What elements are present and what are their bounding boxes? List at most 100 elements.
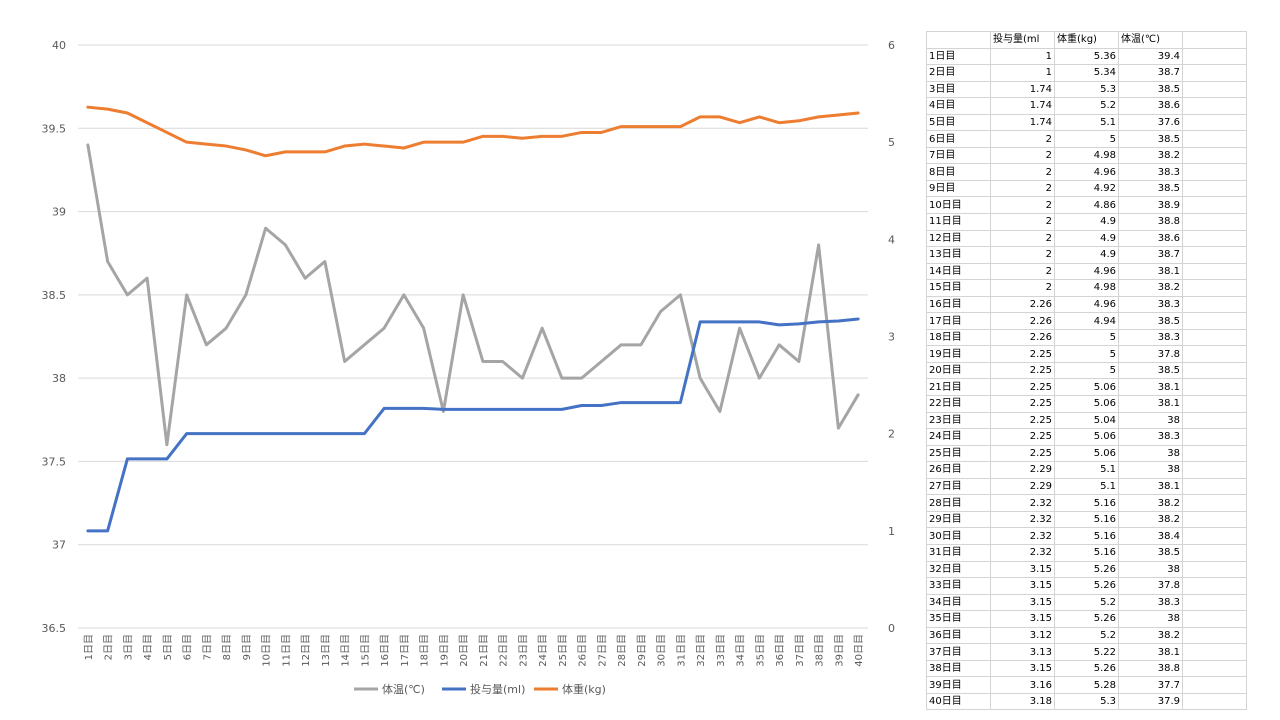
table-cell[interactable] <box>1182 361 1247 380</box>
table-cell[interactable]: 4.96 <box>1054 262 1119 281</box>
table-cell[interactable]: 38 <box>1118 444 1183 463</box>
table-cell[interactable]: 2.32 <box>990 494 1055 512</box>
table-cell[interactable]: 38.1 <box>1118 643 1183 661</box>
table-cell[interactable]: 37.6 <box>1118 113 1183 132</box>
table-cell[interactable]: 2 <box>990 196 1055 215</box>
table-cell[interactable]: 1 <box>990 47 1055 66</box>
table-cell[interactable] <box>1182 213 1247 231</box>
table-cell[interactable]: 2.25 <box>990 444 1055 463</box>
table-cell[interactable] <box>1182 659 1247 678</box>
table-cell[interactable]: 5.16 <box>1054 543 1119 562</box>
table-cell[interactable]: 38.4 <box>1118 527 1183 545</box>
table-cell[interactable]: 5.22 <box>1054 643 1119 661</box>
table-cell[interactable]: 5 <box>1054 361 1119 380</box>
table-cell[interactable]: 38.5 <box>1118 543 1183 562</box>
table-cell[interactable] <box>1182 47 1247 66</box>
table-cell[interactable]: 38.2 <box>1118 510 1183 529</box>
table-cell[interactable]: 33日目 <box>926 577 991 595</box>
table-cell[interactable] <box>1182 130 1247 148</box>
table-cell[interactable]: 5.26 <box>1054 659 1119 678</box>
table-cell[interactable]: 4.9 <box>1054 246 1119 264</box>
table-cell[interactable]: 1.74 <box>990 97 1055 115</box>
table-cell[interactable]: 34日目 <box>926 593 991 612</box>
table-cell[interactable]: 5.06 <box>1054 395 1119 413</box>
table-cell[interactable]: 38.6 <box>1118 97 1183 115</box>
table-cell[interactable]: 2.26 <box>990 328 1055 347</box>
table-cell[interactable]: 38.3 <box>1118 428 1183 446</box>
table-cell[interactable]: 38.7 <box>1118 64 1183 82</box>
table-cell[interactable]: 2.32 <box>990 543 1055 562</box>
table-cell[interactable] <box>1182 328 1247 347</box>
table-cell[interactable] <box>1182 692 1247 711</box>
table-cell[interactable]: 5 <box>1054 328 1119 347</box>
table-cell[interactable]: 24日目 <box>926 428 991 446</box>
table-cell[interactable]: 38.6 <box>1118 229 1183 248</box>
table-cell[interactable] <box>1182 494 1247 512</box>
table-header-cell[interactable] <box>1182 31 1247 49</box>
table-cell[interactable]: 5.06 <box>1054 378 1119 397</box>
table-cell[interactable]: 5.36 <box>1054 47 1119 66</box>
table-cell[interactable]: 38.5 <box>1118 80 1183 99</box>
table-cell[interactable]: 2 <box>990 130 1055 148</box>
table-cell[interactable]: 38.3 <box>1118 163 1183 181</box>
table-cell[interactable]: 16日目 <box>926 295 991 314</box>
table-cell[interactable]: 1.74 <box>990 113 1055 132</box>
table-cell[interactable]: 5日目 <box>926 113 991 132</box>
table-cell[interactable] <box>1182 610 1247 628</box>
table-cell[interactable]: 2.29 <box>990 477 1055 496</box>
table-cell[interactable]: 2.26 <box>990 312 1055 330</box>
table-cell[interactable]: 38 <box>1118 560 1183 579</box>
table-header-cell[interactable]: 体温(℃) <box>1118 31 1183 49</box>
table-cell[interactable]: 3.13 <box>990 643 1055 661</box>
table-cell[interactable]: 5.16 <box>1054 527 1119 545</box>
table-cell[interactable] <box>1182 179 1247 198</box>
table-cell[interactable]: 3.15 <box>990 577 1055 595</box>
table-cell[interactable] <box>1182 146 1247 165</box>
table-cell[interactable]: 21日目 <box>926 378 991 397</box>
table-cell[interactable]: 2日目 <box>926 64 991 82</box>
table-cell[interactable] <box>1182 626 1247 645</box>
table-cell[interactable]: 2 <box>990 146 1055 165</box>
table-cell[interactable]: 5.1 <box>1054 113 1119 132</box>
table-cell[interactable]: 37.9 <box>1118 692 1183 711</box>
table-cell[interactable]: 5.06 <box>1054 444 1119 463</box>
table-cell[interactable]: 38.2 <box>1118 279 1183 297</box>
table-cell[interactable]: 5.26 <box>1054 610 1119 628</box>
table-cell[interactable] <box>1182 295 1247 314</box>
table-cell[interactable]: 38.7 <box>1118 246 1183 264</box>
table-cell[interactable]: 27日目 <box>926 477 991 496</box>
table-cell[interactable]: 5.26 <box>1054 560 1119 579</box>
table-cell[interactable]: 37日目 <box>926 643 991 661</box>
table-cell[interactable]: 38.2 <box>1118 146 1183 165</box>
table-cell[interactable]: 17日目 <box>926 312 991 330</box>
table-cell[interactable]: 38.3 <box>1118 295 1183 314</box>
table-cell[interactable]: 1 <box>990 64 1055 82</box>
table-cell[interactable] <box>1182 312 1247 330</box>
table-cell[interactable]: 40日目 <box>926 692 991 711</box>
table-cell[interactable]: 4.86 <box>1054 196 1119 215</box>
table-cell[interactable] <box>1182 593 1247 612</box>
table-cell[interactable] <box>1182 510 1247 529</box>
table-cell[interactable]: 5.26 <box>1054 577 1119 595</box>
table-cell[interactable]: 38.8 <box>1118 659 1183 678</box>
table-cell[interactable]: 1.74 <box>990 80 1055 99</box>
table-cell[interactable]: 5.1 <box>1054 477 1119 496</box>
table-cell[interactable]: 5.2 <box>1054 593 1119 612</box>
table-cell[interactable]: 3.15 <box>990 593 1055 612</box>
table-cell[interactable]: 2.25 <box>990 378 1055 397</box>
table-cell[interactable]: 3.15 <box>990 610 1055 628</box>
table-cell[interactable] <box>1182 676 1247 694</box>
table-cell[interactable]: 3.12 <box>990 626 1055 645</box>
table-cell[interactable]: 4.98 <box>1054 279 1119 297</box>
table-cell[interactable]: 4.9 <box>1054 213 1119 231</box>
table-cell[interactable]: 4.96 <box>1054 163 1119 181</box>
table-cell[interactable]: 39日目 <box>926 676 991 694</box>
table-cell[interactable]: 5 <box>1054 345 1119 363</box>
table-cell[interactable]: 18日目 <box>926 328 991 347</box>
table-cell[interactable]: 12日目 <box>926 229 991 248</box>
table-cell[interactable] <box>1182 378 1247 397</box>
table-cell[interactable] <box>1182 246 1247 264</box>
table-cell[interactable] <box>1182 527 1247 545</box>
table-cell[interactable] <box>1182 560 1247 579</box>
table-cell[interactable]: 2.26 <box>990 295 1055 314</box>
